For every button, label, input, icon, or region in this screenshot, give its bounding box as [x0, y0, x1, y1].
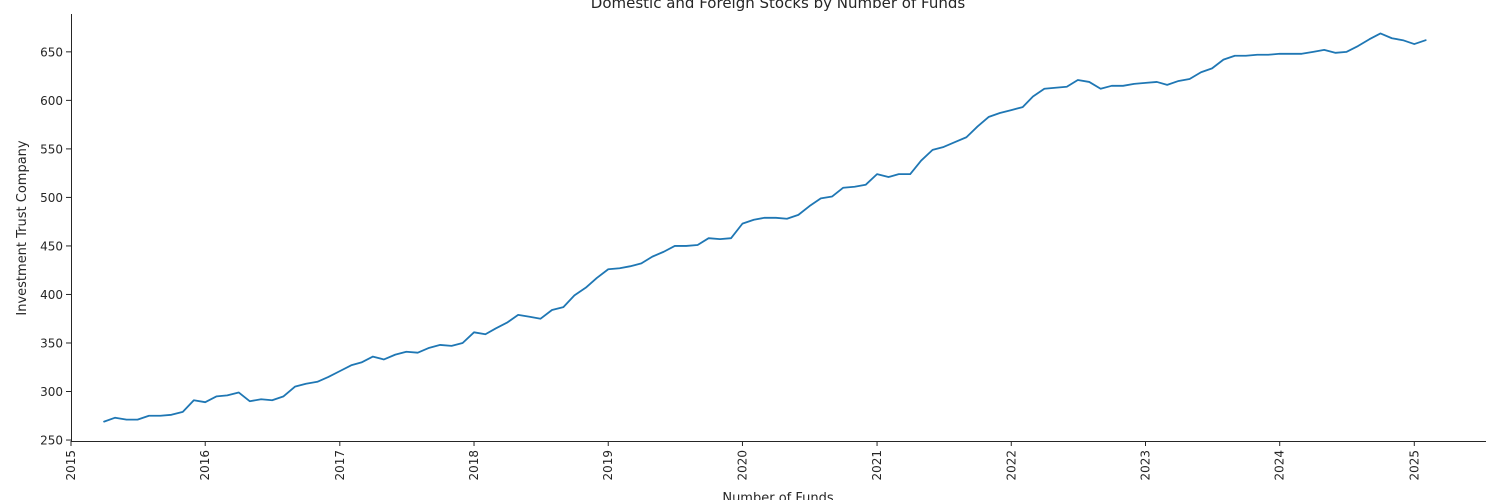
y-tick-label: 250 [40, 434, 63, 448]
y-tick-label: 550 [40, 142, 63, 156]
x-axis-ticks: 2015 2016 2017 2018 2019 2020 2021 2022 2023 2024… [64, 441, 1421, 481]
y-axis-title: Investment Trust Company [15, 140, 30, 316]
x-tick-label: 2021 [870, 450, 884, 481]
x-tick-label: 2020 [735, 450, 749, 481]
x-tick-label: 2024 [1273, 450, 1287, 481]
chart-title: Domestic and Foreign Stocks by Number of… [591, 0, 966, 12]
x-axis-title: Number of Funds [722, 491, 834, 500]
y-tick-label: 650 [40, 45, 63, 59]
x-tick-label: 2023 [1138, 450, 1152, 481]
y-tick-label: 600 [40, 94, 63, 108]
x-tick-label: 2025 [1407, 450, 1421, 481]
y-tick-label: 400 [40, 288, 63, 302]
series-line [103, 32, 1427, 423]
x-tick-label: 2015 [64, 450, 78, 481]
y-axis-ticks: 250 300 350 400 450 500 550 600 650 [40, 45, 71, 448]
x-tick-label: 2022 [1004, 450, 1018, 481]
y-tick-label: 350 [40, 336, 63, 350]
x-tick-label: 2018 [467, 450, 481, 481]
y-tick-label: 450 [40, 239, 63, 253]
y-tick-label: 300 [40, 385, 63, 399]
y-tick-label: 500 [40, 191, 63, 205]
x-tick-label: 2019 [601, 450, 615, 481]
x-tick-label: 2016 [198, 450, 212, 481]
x-tick-label: 2017 [333, 450, 347, 481]
